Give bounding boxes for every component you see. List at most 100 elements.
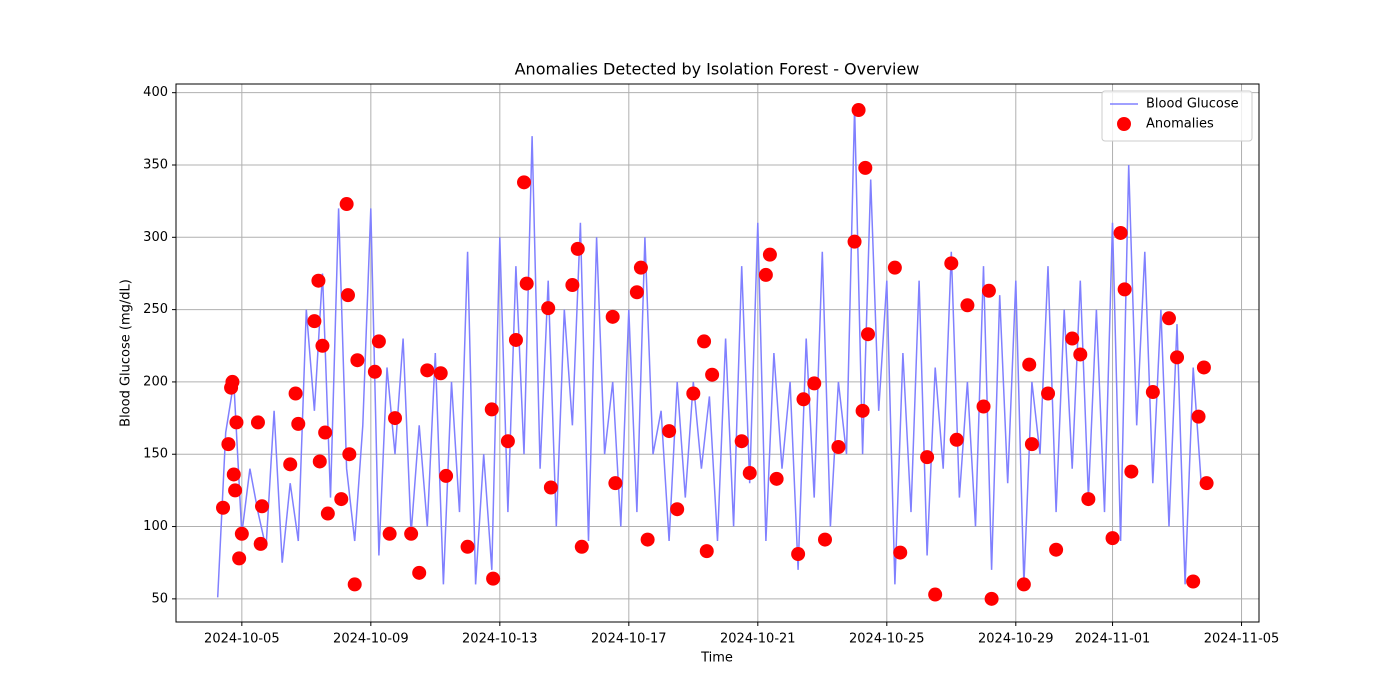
anomaly-point (981, 283, 996, 298)
y-tick-label: 150 (143, 447, 168, 462)
anomaly-point (887, 260, 902, 275)
anomaly-point (347, 577, 362, 592)
glucose-line (216, 107, 1202, 598)
anomaly-point (1145, 385, 1160, 400)
anomaly-point (500, 434, 515, 449)
anomaly-point (339, 197, 354, 212)
anomaly-point (311, 273, 326, 288)
legend-label: Anomalies (1146, 117, 1214, 132)
anomaly-point (404, 526, 419, 541)
x-tick-label: 2024-10-29 (978, 632, 1054, 647)
anomaly-point (232, 551, 247, 566)
anomaly-point (758, 267, 773, 282)
anomaly-point (315, 338, 330, 353)
anomaly-point (228, 483, 243, 498)
anomaly-point (605, 309, 620, 324)
anomaly-point (807, 376, 822, 391)
anomaly-point (1124, 464, 1139, 479)
anomaly-point (1049, 542, 1064, 557)
anomaly-point (1117, 282, 1132, 297)
anomaly-point (851, 103, 866, 118)
anomaly-point (519, 276, 534, 291)
x-tick-label: 2024-10-17 (591, 632, 667, 647)
anomaly-point (769, 471, 784, 486)
y-tick-label: 300 (143, 230, 168, 245)
anomaly-point (342, 447, 357, 462)
anomaly-point (860, 327, 875, 342)
anomaly-point (570, 241, 585, 256)
anomaly-point (367, 364, 382, 379)
x-tick-label: 2024-11-01 (1075, 632, 1151, 647)
anomaly-point (670, 502, 685, 517)
anomaly-point (1113, 225, 1128, 240)
anomaly-point (288, 386, 303, 401)
anomaly-point (1022, 357, 1037, 372)
x-tick-label: 2024-11-05 (1204, 632, 1280, 647)
anomaly-point (250, 415, 265, 430)
chart-title: Anomalies Detected by Isolation Forest -… (515, 60, 920, 79)
anomaly-point (541, 301, 556, 316)
y-tick-label: 200 (143, 374, 168, 389)
anomaly-point (633, 260, 648, 275)
x-axis-label: Time (700, 651, 733, 666)
anomaly-point (1186, 574, 1201, 589)
anomaly-point (439, 468, 454, 483)
plot-frame (175, 83, 1260, 623)
legend-box (1101, 90, 1253, 142)
legend-label: Blood Glucose (1146, 97, 1239, 112)
anomaly-point (1170, 350, 1185, 365)
anomaly-point (307, 314, 322, 329)
anomaly-point (234, 526, 249, 541)
anomaly-point (791, 547, 806, 562)
anomaly-point (291, 416, 306, 431)
anomaly-point (831, 440, 846, 455)
anomaly-point (762, 247, 777, 262)
y-tick-label: 400 (143, 85, 168, 100)
anomaly-point (705, 367, 720, 382)
anomaly-point (334, 492, 349, 507)
anomaly-point (984, 591, 999, 606)
x-tick-label: 2024-10-25 (849, 632, 925, 647)
anomaly-point (225, 374, 240, 389)
anomaly-point (318, 425, 333, 440)
anomaly-point (221, 437, 236, 452)
anomaly-point (1105, 531, 1120, 546)
anomaly-point (433, 366, 448, 381)
anomaly-point (371, 334, 386, 349)
anomaly-point (543, 480, 558, 495)
x-tick-label: 2024-10-05 (204, 632, 280, 647)
anomaly-point (1041, 386, 1056, 401)
anomaly-point (796, 392, 811, 407)
y-tick-label: 350 (143, 157, 168, 172)
anomaly-point (944, 256, 959, 271)
anomaly-point (960, 298, 975, 313)
anomaly-point (350, 353, 365, 368)
anomaly-point (226, 467, 241, 482)
anomaly-point (893, 545, 908, 560)
anomaly-point (1024, 437, 1039, 452)
anomaly-point (1191, 409, 1206, 424)
x-tick-label: 2024-10-13 (462, 632, 538, 647)
anomaly-point (640, 532, 655, 547)
anomaly-point (699, 544, 714, 559)
anomaly-point (1161, 311, 1176, 326)
anomaly-point (460, 539, 475, 554)
anomaly-point (662, 424, 677, 439)
anomaly-point (742, 466, 757, 481)
y-axis-label: Blood Glucose (mg/dL) (119, 279, 134, 427)
anomaly-point (976, 399, 991, 414)
legend-swatch (1117, 117, 1131, 131)
anomaly-point (508, 332, 523, 347)
anomaly-point (1081, 492, 1096, 507)
anomaly-point (686, 386, 701, 401)
anomaly-point (1065, 331, 1080, 346)
anomaly-point (697, 334, 712, 349)
anomaly-point (574, 539, 589, 554)
anomaly-point (229, 415, 244, 430)
anomaly-point (1196, 360, 1211, 375)
anomaly-point (312, 454, 327, 469)
anomaly-point (340, 288, 355, 303)
x-tick-label: 2024-10-09 (333, 632, 409, 647)
anomaly-point (1073, 347, 1088, 362)
